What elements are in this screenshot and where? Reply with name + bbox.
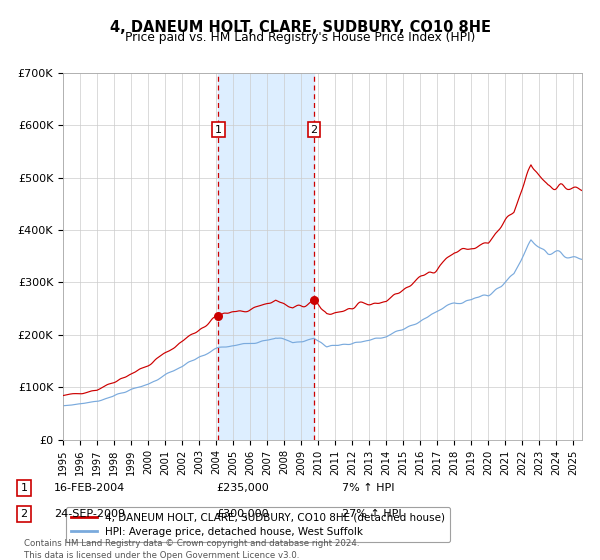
Text: Contains HM Land Registry data © Crown copyright and database right 2024.
This d: Contains HM Land Registry data © Crown c… bbox=[24, 539, 359, 559]
Legend: 4, DANEUM HOLT, CLARE, SUDBURY, CO10 8HE (detached house), HPI: Average price, d: 4, DANEUM HOLT, CLARE, SUDBURY, CO10 8HE… bbox=[65, 507, 451, 542]
Text: 7% ↑ HPI: 7% ↑ HPI bbox=[342, 483, 395, 493]
Text: 16-FEB-2004: 16-FEB-2004 bbox=[54, 483, 125, 493]
Bar bbox=[218, 73, 314, 440]
Text: 2: 2 bbox=[310, 125, 317, 134]
Text: Price paid vs. HM Land Registry's House Price Index (HPI): Price paid vs. HM Land Registry's House … bbox=[125, 31, 475, 44]
Text: 1: 1 bbox=[215, 125, 222, 134]
Text: 1: 1 bbox=[20, 483, 28, 493]
Text: £235,000: £235,000 bbox=[216, 483, 269, 493]
Text: 24-SEP-2009: 24-SEP-2009 bbox=[54, 509, 125, 519]
Text: 4, DANEUM HOLT, CLARE, SUDBURY, CO10 8HE: 4, DANEUM HOLT, CLARE, SUDBURY, CO10 8HE bbox=[110, 20, 491, 35]
Text: 27% ↑ HPI: 27% ↑ HPI bbox=[342, 509, 401, 519]
Text: 2: 2 bbox=[20, 509, 28, 519]
Text: £300,000: £300,000 bbox=[216, 509, 269, 519]
